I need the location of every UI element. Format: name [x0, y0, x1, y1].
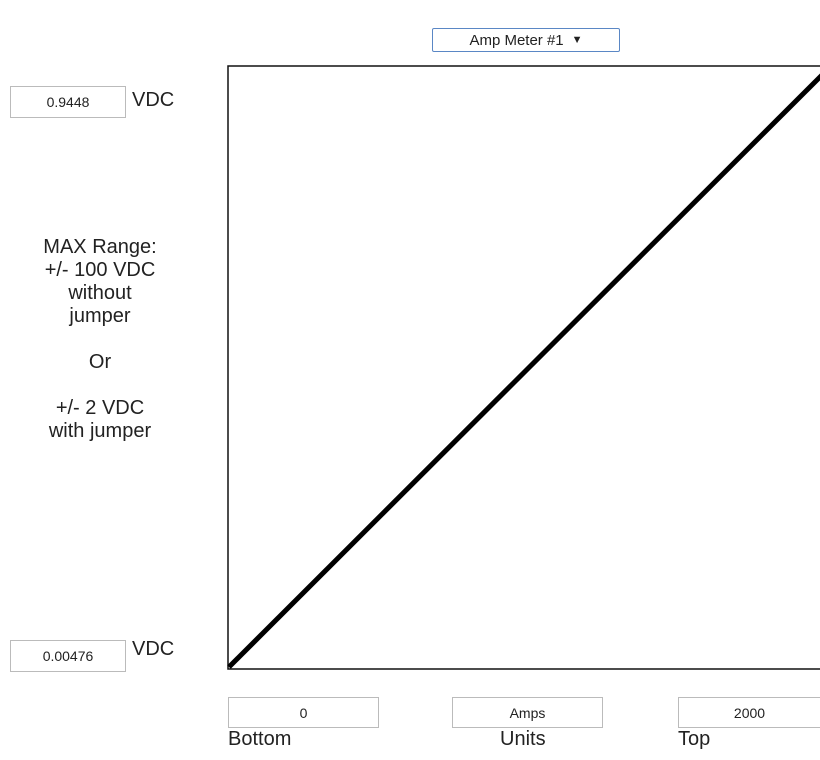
range-note-line: jumper — [69, 305, 131, 327]
top-voltage: 0.9448 — [46, 94, 90, 110]
bottom-scale-value: 0 — [299, 704, 308, 721]
range-note-line: without — [68, 282, 132, 304]
bottom-voltage-unit: VDC — [132, 638, 175, 660]
calibration-plot — [227, 65, 820, 670]
range-note-line: MAX Range: — [43, 236, 157, 258]
bottom-voltage: 0.00476 — [42, 648, 94, 664]
top-voltage-input[interactable]: 0.9448 — [10, 86, 126, 118]
units-value: Amps — [509, 704, 546, 721]
dropdown-label: Amp Meter #1 — [469, 31, 564, 49]
meter-dropdown[interactable]: Amp Meter #1 ▼ — [432, 28, 620, 52]
top-scale-input[interactable]: 2000 — [678, 697, 820, 728]
range-note-line: with jumper — [48, 420, 152, 442]
dropdown-arrow: ▼ — [571, 34, 583, 46]
bottom-scale-input[interactable]: 0 — [228, 697, 379, 728]
units-label: Units — [500, 728, 546, 750]
units-input[interactable]: Amps — [452, 697, 603, 728]
range-note-line: +/- 2 VDC — [55, 397, 145, 419]
top-scale-label: Top — [678, 728, 711, 750]
range-note-line: +/- 100 VDC — [44, 259, 156, 281]
bottom-scale-label: Bottom — [228, 728, 292, 750]
range-note-line: Or — [88, 351, 112, 373]
top-voltage-unit: VDC — [132, 89, 175, 111]
calibration-line — [227, 73, 820, 669]
top-scale-value: 2000 — [733, 704, 766, 721]
range-note: MAX Range: +/- 100 VDC without jumper Or +/- … — [0, 236, 200, 443]
bottom-voltage-input[interactable]: 0.00476 — [10, 640, 126, 672]
